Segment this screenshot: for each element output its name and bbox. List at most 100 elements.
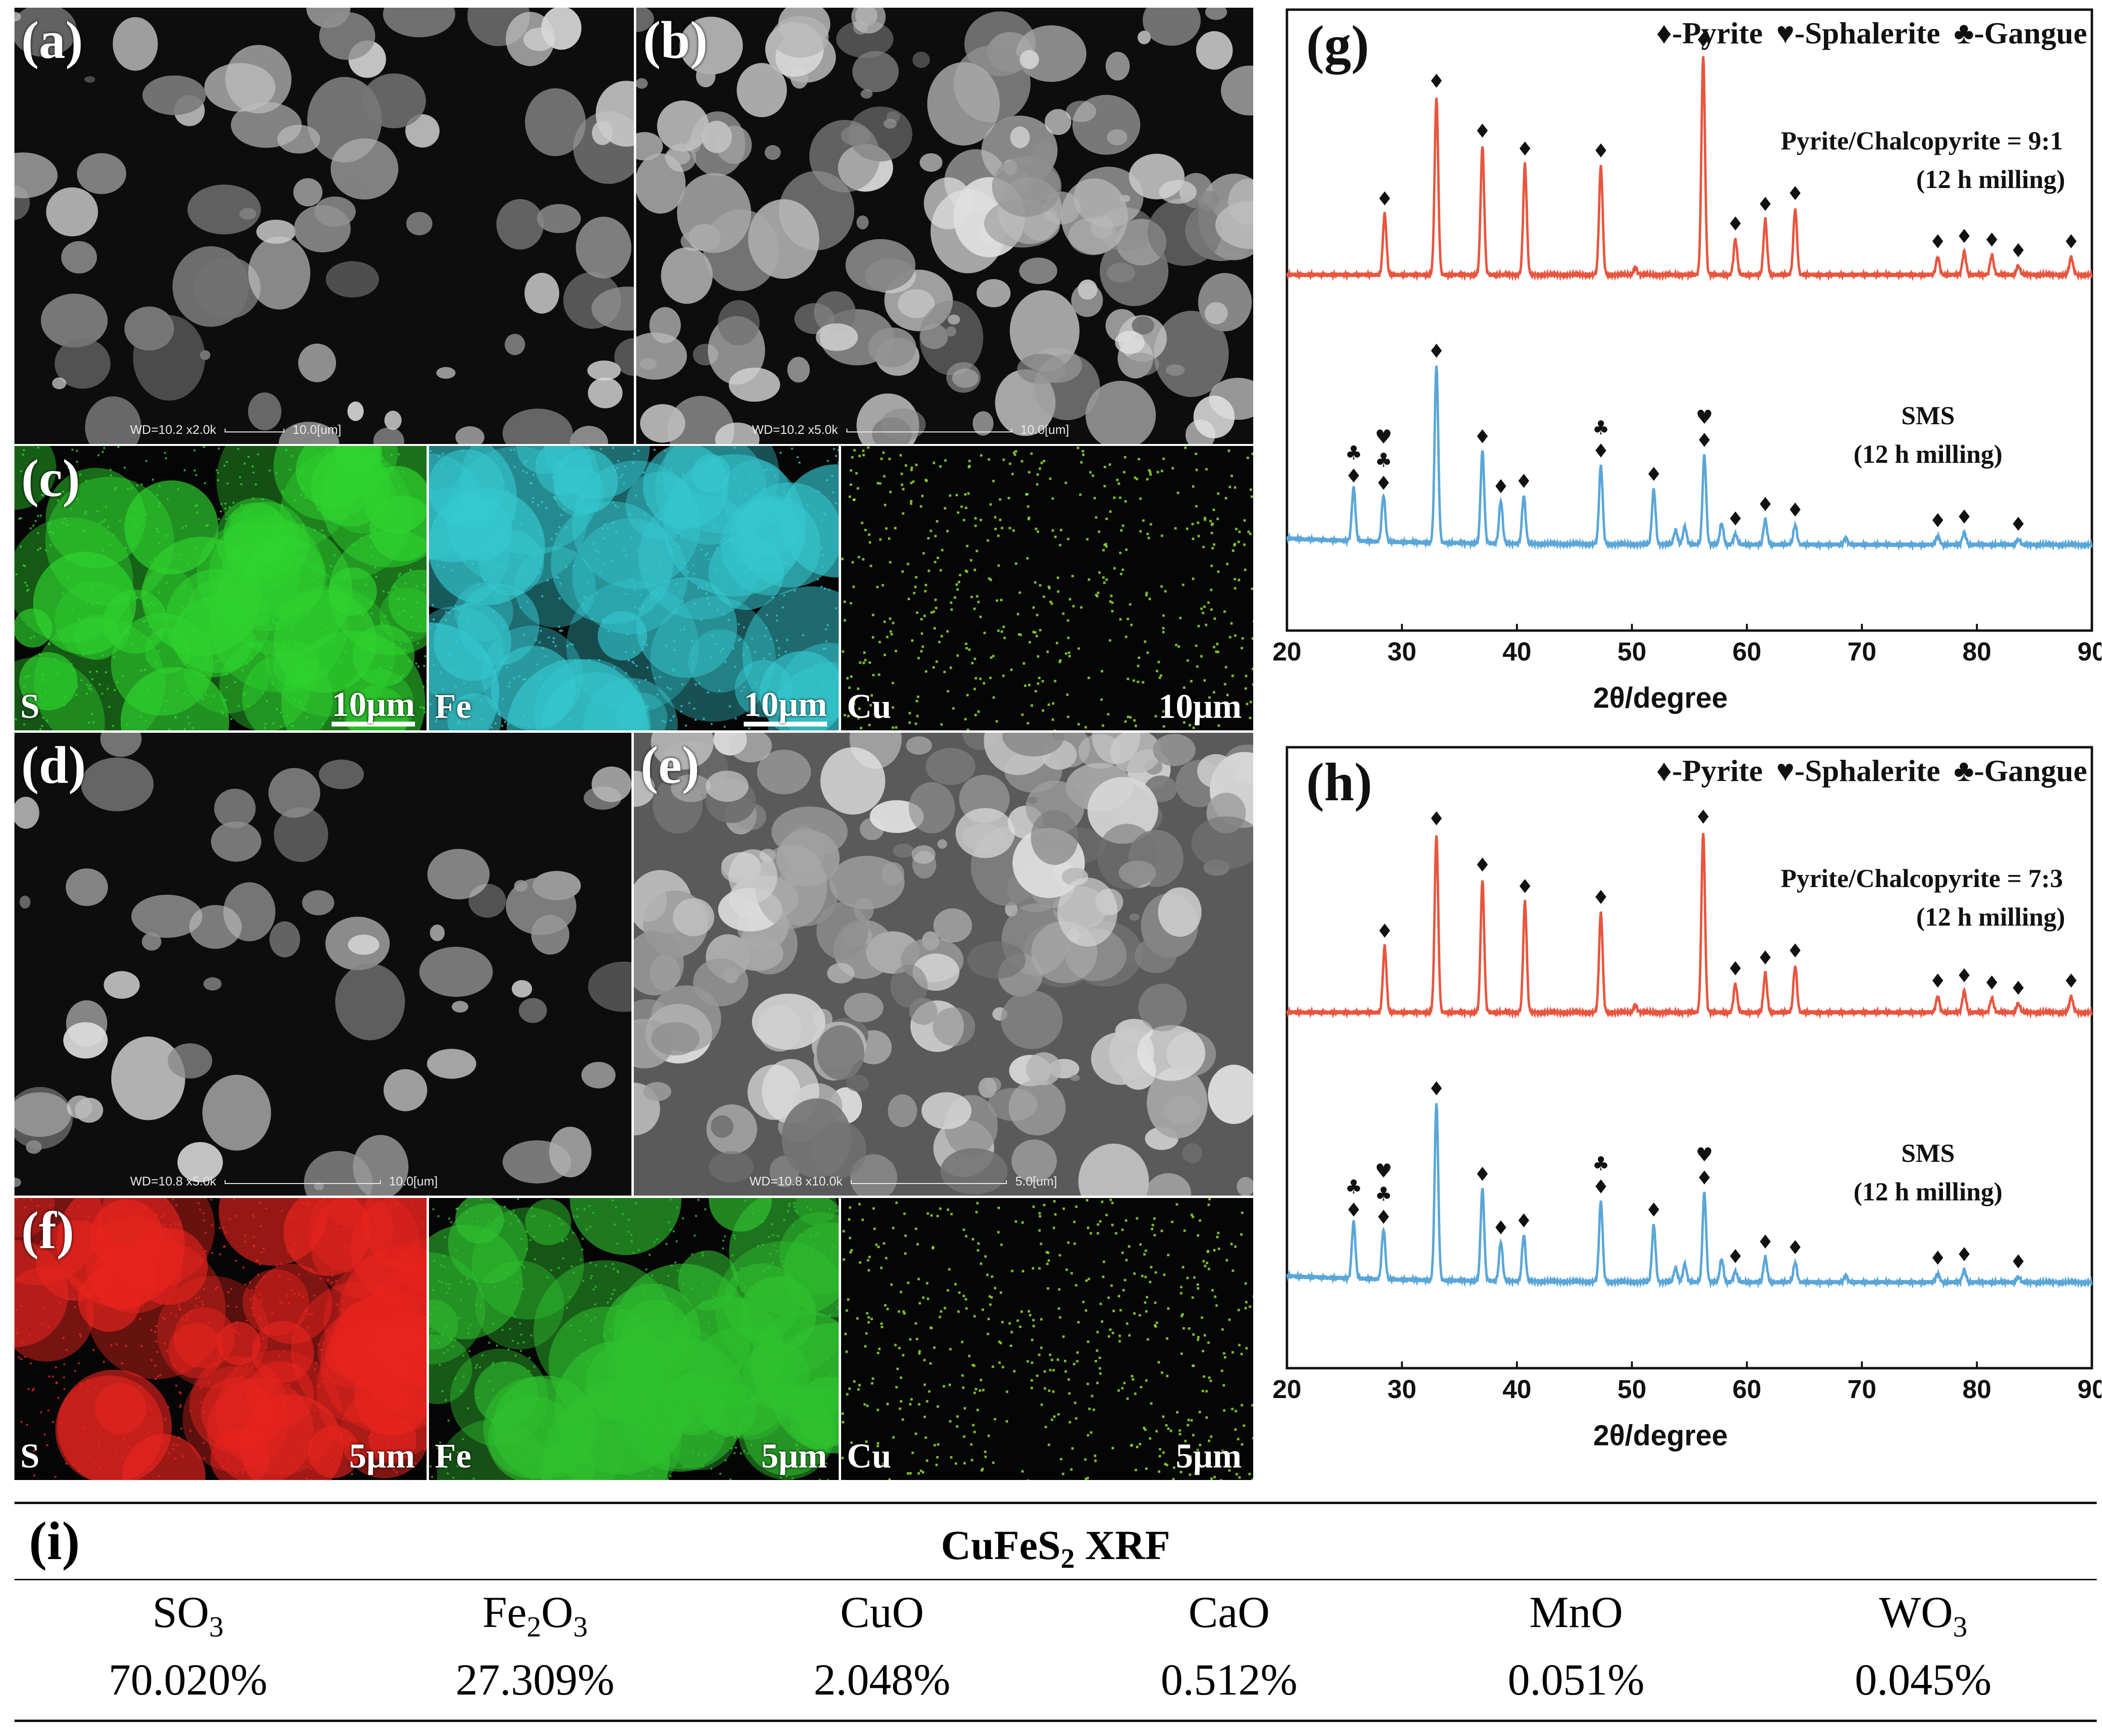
xrf-compound-5-sub: 3 (1953, 1611, 1968, 1643)
xrd-series-line (1286, 365, 2093, 552)
x-tick-label: 80 (1962, 1375, 1991, 1404)
x-tick-label: 60 (1732, 1375, 1761, 1404)
eds-scale-text-f-fe: 5μm (761, 1437, 827, 1475)
series-sublabel: (12 h milling) (1853, 1177, 2002, 1206)
x-tick-label: 20 (1272, 637, 1301, 666)
phase-marker: ♦ (2062, 231, 2080, 253)
eds-texture-c-fe (429, 446, 839, 730)
xrd-series-line (1286, 833, 2093, 1019)
xrf-title-main: CuFeS (941, 1522, 1061, 1568)
xrf-compound-4: MnO (1403, 1587, 1750, 1638)
phase-marker: ♦ (1696, 430, 1713, 452)
eds-map-f-cu: Cu 5μm (841, 1198, 1253, 1480)
x-tick-label: 90 (2077, 1375, 2102, 1404)
xrf-value-2: 2.048% (814, 1655, 951, 1704)
phase-marker: ♦ (1757, 947, 1774, 969)
series-label: SMS (1901, 401, 1955, 430)
x-tick-label: 50 (1618, 1375, 1647, 1404)
sem-image-b: (b) WD=10.2 x5.0k 10.0[um] (636, 8, 1253, 444)
xrf-compound-5-base: WO (1879, 1588, 1953, 1637)
panel-label-i: (i) (29, 1511, 80, 1571)
phase-marker: ♦ (1492, 1217, 1510, 1239)
x-tick-label: 50 (1618, 637, 1647, 666)
panel-label-e: (e) (641, 736, 700, 794)
phase-marker: ♥ (1375, 426, 1392, 448)
phase-marker: ♦ (1516, 876, 1534, 898)
x-tick-label: 80 (1962, 637, 1991, 666)
phase-marker: ♦ (1983, 972, 2001, 994)
phase-marker: ♣ (1375, 1183, 1392, 1205)
eds-texture-f-fe (429, 1198, 839, 1480)
phase-marker: ♣ (1592, 417, 1609, 439)
phase-marker: ♦ (1955, 965, 1973, 987)
xrd-svg-h: 20 30 40 50 60 70 80 90 2θ/degree (h) ♦-Pyrite ♥-Sp… (1272, 746, 2102, 1452)
x-tick-label: 40 (1502, 1375, 1531, 1404)
phase-marker: ♦ (1375, 1206, 1392, 1228)
phase-marker: ♦ (1929, 970, 1946, 993)
phase-marker: ♦ (1474, 854, 1491, 876)
phase-marker: ♦ (1757, 193, 1774, 215)
eds-texture-c-cu (841, 446, 1253, 730)
element-label-c-fe: Fe (435, 687, 471, 726)
phase-marker: ♦ (2009, 513, 2027, 536)
phase-marker: ♦ (1474, 426, 1491, 448)
xrf-table: (i) CuFeS2 XRF SO3 Fe2O3 CuO CaO MnO WO3… (14, 1502, 2097, 1729)
element-label-f-fe: Fe (435, 1437, 471, 1475)
panel-label-c: (c) (21, 449, 80, 508)
legend: ♦-Pyrite ♥-Sphalerite ♣-Gangue (1656, 754, 2087, 788)
eds-scale-f-s: 5μm (349, 1436, 415, 1476)
legend: ♦-Pyrite ♥-Sphalerite ♣-Gangue (1656, 16, 2087, 50)
phase-marker: ♦ (1727, 958, 1744, 980)
phase-marker: ♦ (1592, 440, 1609, 462)
sem-scale-bar-e (851, 1180, 1007, 1184)
panel-label-f: (f) (21, 1201, 74, 1260)
sem-scale-text-d: 10.0[um] (388, 1174, 438, 1188)
phase-marker: ♦ (1727, 1246, 1744, 1268)
phase-marker: ♦ (1955, 1244, 1973, 1266)
xrf-value-5: 0.045% (1855, 1655, 1992, 1704)
xrf-value-3: 0.512% (1161, 1655, 1298, 1704)
xrf-value-0: 70.020% (108, 1655, 268, 1704)
sem-image-d: (d) WD=10.8 x5.0k 10.0[um] (14, 733, 631, 1196)
eds-scale-f-fe: 5μm (761, 1436, 827, 1476)
phase-marker: ♦ (1592, 140, 1609, 162)
eds-texture-f-cu (841, 1198, 1253, 1480)
xrf-compound-0-base: SO (152, 1588, 209, 1637)
xrf-table-title: CuFeS2 XRF (14, 1521, 2097, 1575)
phase-marker: ♦ (1757, 1231, 1774, 1253)
sem-scale-bar-b (846, 429, 1012, 433)
xrf-compound-2: CuO (709, 1587, 1056, 1638)
phase-marker: ♦ (1592, 887, 1609, 909)
phase-marker: ♦ (2062, 970, 2080, 993)
phase-marker: ♦ (1345, 1199, 1362, 1222)
element-label-f-cu: Cu (847, 1437, 892, 1475)
phase-marker: ♦ (1727, 213, 1744, 235)
sem-scale-bar-a (224, 429, 284, 433)
xrf-compound-5: WO3 (1750, 1587, 2097, 1643)
phase-marker: ♥ (1696, 406, 1713, 429)
phase-marker: ♦ (1929, 510, 1946, 532)
xrf-compound-4-base: MnO (1529, 1588, 1623, 1637)
phase-marker: ♦ (1376, 188, 1393, 210)
phase-marker: ♦ (1645, 463, 1662, 485)
x-tick-label: 20 (1272, 1375, 1301, 1404)
xrf-title-tail: XRF (1074, 1522, 1170, 1568)
legend-entry: ♥-Sphalerite (1776, 16, 1940, 50)
sem-scale-text-b: 10.0[um] (1020, 422, 1070, 437)
eds-scale-c-cu: 10μm (1158, 686, 1242, 727)
xrf-title-sub: 2 (1060, 1543, 1075, 1575)
phase-marker: ♦ (1695, 29, 1712, 52)
phase-marker: ♦ (1376, 920, 1393, 942)
phase-marker: ♦ (1474, 1164, 1491, 1186)
table-bottom-rule (14, 1720, 2097, 1722)
sem-scale-b: WD=10.2 x5.0k 10.0[um] (752, 422, 1069, 437)
phase-marker: ♣ (1345, 442, 1362, 464)
element-label-c-cu: Cu (847, 687, 892, 726)
table-top-rule (14, 1502, 2097, 1504)
table-header-rule (14, 1579, 2097, 1580)
eds-map-c-fe: Fe 10μm (429, 446, 839, 730)
xrf-compound-1-rest: O (541, 1588, 574, 1637)
eds-texture-f-s (14, 1198, 427, 1480)
legend-entry: ♥-Sphalerite (1776, 754, 1940, 788)
sem-image-e: (e) WD=10.8 x10.0k 5.0[um] (634, 733, 1253, 1196)
